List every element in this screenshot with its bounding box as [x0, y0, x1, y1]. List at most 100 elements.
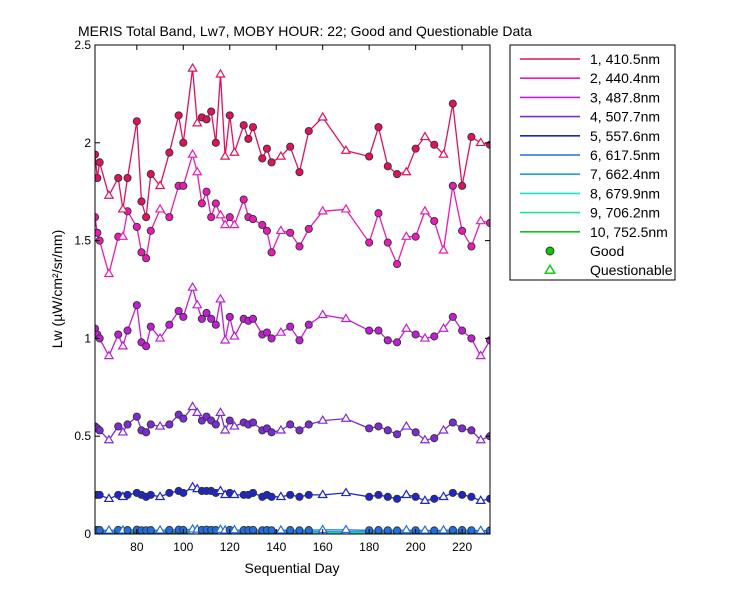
data-point-good: [142, 428, 151, 437]
data-point-good: [448, 525, 457, 534]
data-point-questionable: [475, 434, 486, 444]
data-point-good: [165, 148, 174, 157]
data-point-questionable: [438, 424, 449, 434]
data-point-good: [430, 434, 439, 443]
data-point-questionable: [229, 524, 240, 534]
data-point-good: [393, 494, 402, 503]
data-point-good: [374, 490, 383, 499]
data-point-good: [207, 314, 216, 323]
data-point-questionable: [187, 148, 198, 158]
data-point-good: [132, 412, 141, 421]
data-point-questionable: [154, 420, 166, 430]
x-tick-label: 200: [406, 540, 426, 554]
series-3: [95, 281, 490, 360]
data-point-good: [165, 213, 174, 222]
series-1: [95, 62, 490, 222]
data-point-questionable: [154, 203, 166, 213]
legend-label-4: 4, 507.7nm: [590, 109, 660, 125]
data-point-questionable: [340, 313, 352, 323]
data-point-questionable: [117, 426, 129, 436]
data-point-good: [95, 426, 104, 435]
data-point-good: [248, 488, 258, 497]
data-point-good: [197, 199, 206, 208]
data-point-questionable: [187, 62, 198, 72]
series-6: [95, 523, 490, 534]
data-point-questionable: [154, 491, 166, 501]
legend-label-3: 3, 487.8nm: [590, 89, 660, 105]
data-point-good: [448, 418, 457, 427]
data-point-good: [262, 226, 271, 235]
data-point-good: [467, 242, 476, 251]
x-axis-label: Sequential Day: [245, 560, 340, 576]
data-point-good: [179, 312, 188, 321]
data-point-good: [248, 525, 258, 534]
data-point-good: [114, 330, 123, 339]
data-point-good: [146, 490, 155, 499]
data-point-good: [132, 117, 141, 126]
data-point-questionable: [438, 148, 449, 158]
data-point-good: [383, 336, 392, 345]
data-point-questionable: [317, 309, 328, 319]
x-tick-label: 220: [452, 540, 472, 554]
y-axis-label: Lw (µW/cm²/sr/nm): [49, 230, 65, 349]
data-point-questionable: [275, 524, 287, 534]
data-point-good: [114, 173, 123, 183]
data-point-questionable: [275, 491, 287, 501]
legend-marker-questionable: [544, 263, 556, 274]
data-point-questionable: [229, 330, 240, 340]
data-point-good: [137, 197, 146, 206]
data-point-good: [202, 115, 211, 124]
data-point-good: [383, 426, 392, 435]
data-point-questionable: [340, 203, 352, 213]
data-point-good: [365, 326, 374, 335]
data-point-good: [458, 226, 467, 235]
data-point-questionable: [401, 524, 412, 534]
data-point-questionable: [438, 524, 449, 534]
x-tick-label: 80: [130, 540, 144, 554]
y-tick-label: 0: [84, 527, 91, 541]
data-point-questionable: [187, 401, 198, 411]
data-point-good: [202, 187, 211, 196]
data-point-questionable: [419, 434, 431, 444]
data-point-good: [458, 490, 467, 499]
data-point-good: [132, 222, 141, 231]
data-point-questionable: [219, 150, 231, 160]
data-point-questionable: [317, 414, 328, 424]
data-point-good: [374, 209, 383, 218]
data-point-good: [165, 420, 174, 429]
data-point-good: [304, 526, 313, 534]
data-point-good: [267, 428, 276, 437]
legend-label-good: Good: [590, 243, 624, 259]
data-point-questionable: [215, 68, 226, 78]
data-point-good: [267, 248, 276, 257]
data-point-good: [95, 228, 102, 237]
data-point-good: [304, 127, 313, 136]
data-point-good: [142, 342, 151, 351]
data-point-good: [304, 320, 313, 329]
data-point-good: [458, 424, 467, 433]
data-point-questionable: [215, 293, 226, 303]
data-point-good: [295, 168, 304, 177]
data-point-good: [374, 326, 383, 335]
data-point-good: [383, 492, 392, 501]
y-tick-label: 2: [84, 136, 91, 150]
data-point-good: [146, 170, 155, 179]
data-point-questionable: [401, 323, 412, 332]
data-point-questionable: [103, 350, 115, 360]
data-point-good: [239, 195, 248, 204]
data-point-questionable: [401, 420, 412, 430]
x-tick-label: 180: [359, 540, 379, 554]
series-4: [95, 401, 490, 444]
data-point-good: [225, 312, 234, 321]
data-point-good: [411, 330, 420, 339]
data-point-good: [146, 526, 155, 534]
data-point-good: [411, 492, 420, 501]
data-point-good: [211, 138, 220, 147]
data-point-good: [244, 134, 253, 143]
legend-label-5: 5, 557.6nm: [590, 128, 660, 144]
data-point-questionable: [103, 493, 115, 503]
data-point-good: [95, 526, 104, 534]
data-point-good: [393, 430, 402, 439]
data-point-questionable: [215, 485, 226, 495]
